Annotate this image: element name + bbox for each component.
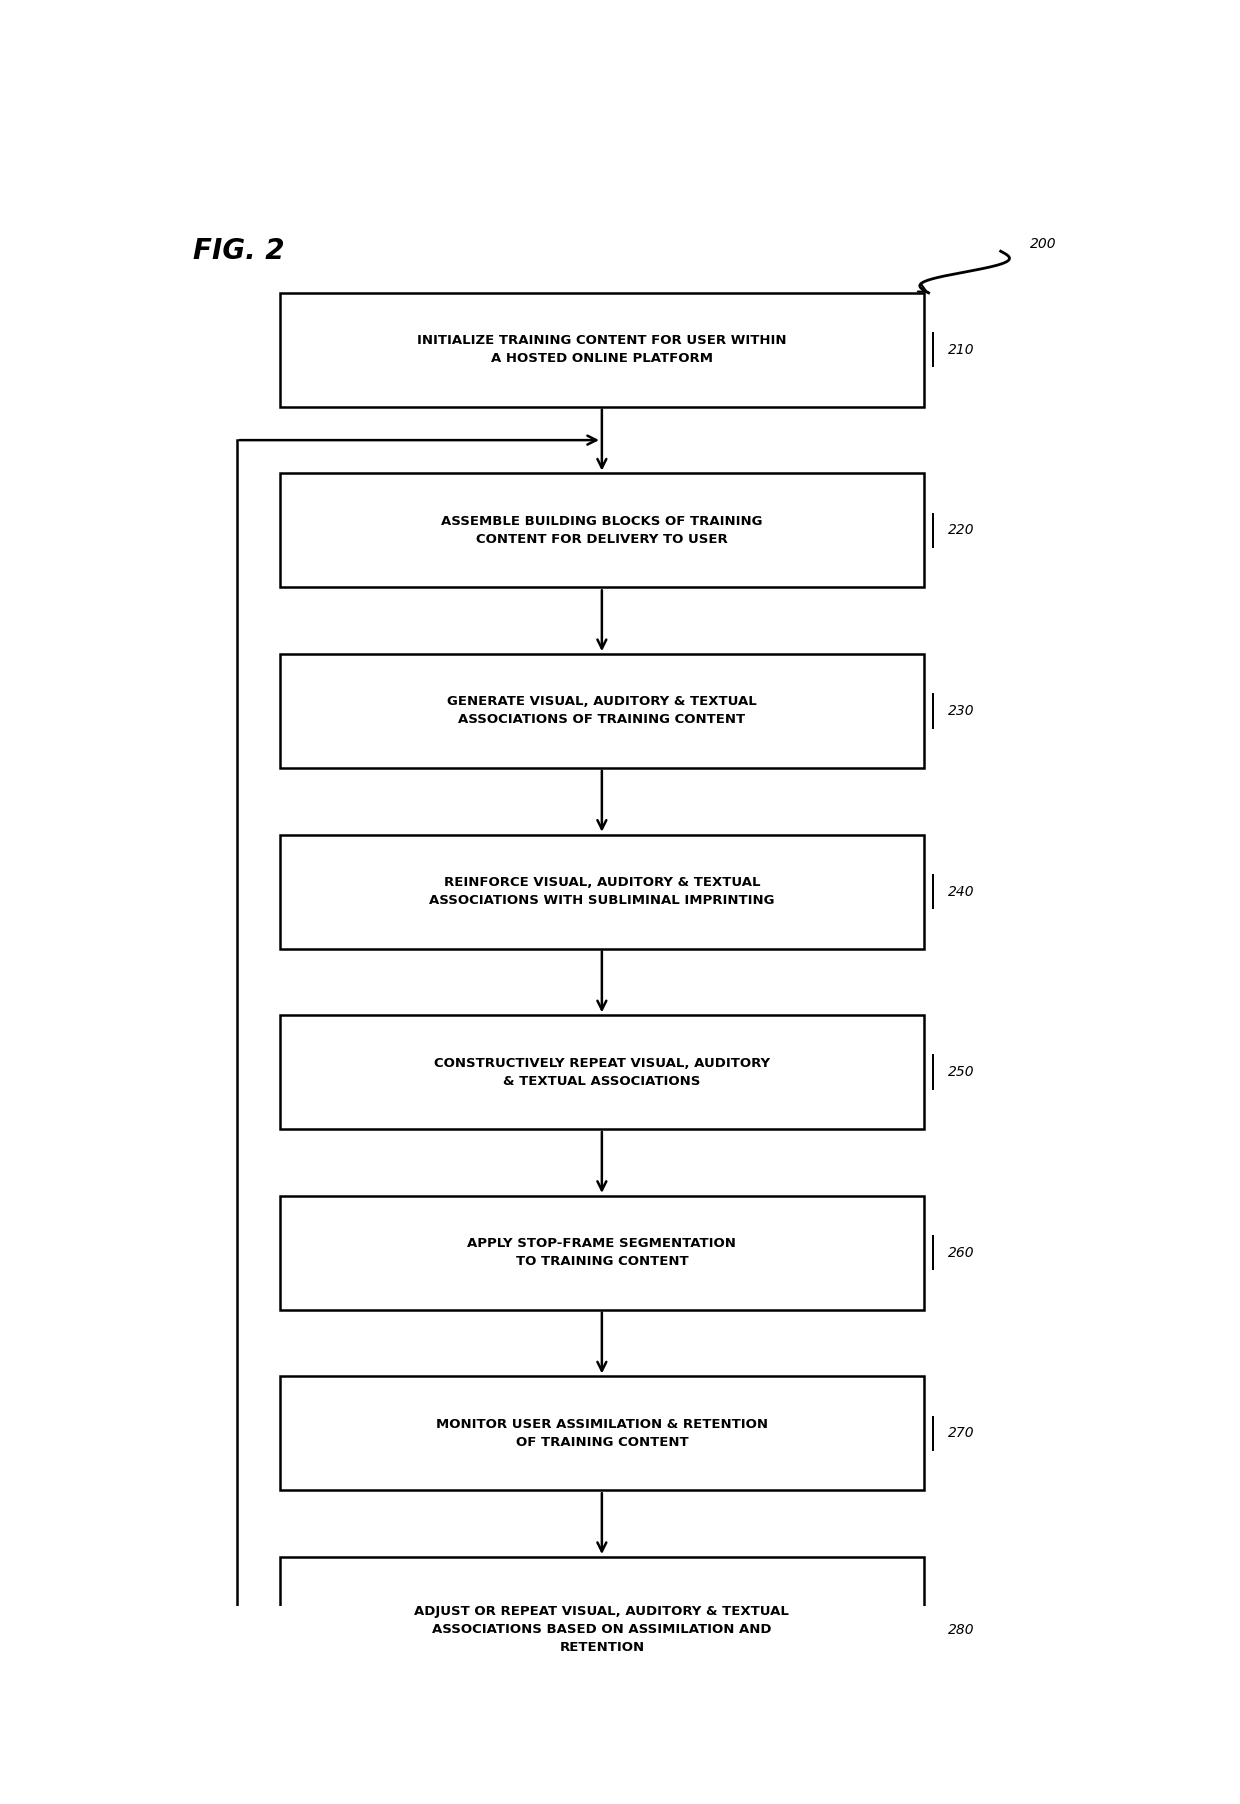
FancyBboxPatch shape: [280, 1557, 924, 1703]
FancyBboxPatch shape: [280, 655, 924, 769]
Text: INITIALIZE TRAINING CONTENT FOR USER WITHIN
A HOSTED ONLINE PLATFORM: INITIALIZE TRAINING CONTENT FOR USER WIT…: [417, 334, 786, 366]
Text: REINFORCE VISUAL, AUDITORY & TEXTUAL
ASSOCIATIONS WITH SUBLIMINAL IMPRINTING: REINFORCE VISUAL, AUDITORY & TEXTUAL ASS…: [429, 877, 775, 907]
Text: GENERATE VISUAL, AUDITORY & TEXTUAL
ASSOCIATIONS OF TRAINING CONTENT: GENERATE VISUAL, AUDITORY & TEXTUAL ASSO…: [446, 696, 756, 727]
Text: CONSTRUCTIVELY REPEAT VISUAL, AUDITORY
& TEXTUAL ASSOCIATIONS: CONSTRUCTIVELY REPEAT VISUAL, AUDITORY &…: [434, 1057, 770, 1088]
Text: 250: 250: [947, 1064, 975, 1079]
Text: 220: 220: [947, 523, 975, 538]
FancyBboxPatch shape: [280, 1016, 924, 1129]
FancyBboxPatch shape: [280, 292, 924, 406]
FancyBboxPatch shape: [280, 1196, 924, 1310]
Text: FIG. 2: FIG. 2: [193, 236, 285, 265]
Text: 230: 230: [947, 704, 975, 718]
FancyBboxPatch shape: [280, 1376, 924, 1490]
Text: 240: 240: [947, 884, 975, 898]
Text: MONITOR USER ASSIMILATION & RETENTION
OF TRAINING CONTENT: MONITOR USER ASSIMILATION & RETENTION OF…: [436, 1418, 768, 1449]
FancyBboxPatch shape: [280, 473, 924, 588]
Text: 270: 270: [947, 1427, 975, 1440]
Text: 200: 200: [1029, 238, 1056, 251]
Text: APPLY STOP-FRAME SEGMENTATION
TO TRAINING CONTENT: APPLY STOP-FRAME SEGMENTATION TO TRAININ…: [467, 1238, 737, 1268]
Text: ADJUST OR REPEAT VISUAL, AUDITORY & TEXTUAL
ASSOCIATIONS BASED ON ASSIMILATION A: ADJUST OR REPEAT VISUAL, AUDITORY & TEXT…: [414, 1606, 790, 1654]
FancyBboxPatch shape: [280, 835, 924, 949]
Text: 260: 260: [947, 1247, 975, 1259]
Text: 280: 280: [947, 1624, 975, 1636]
Text: 210: 210: [947, 343, 975, 357]
Text: ASSEMBLE BUILDING BLOCKS OF TRAINING
CONTENT FOR DELIVERY TO USER: ASSEMBLE BUILDING BLOCKS OF TRAINING CON…: [441, 514, 763, 547]
